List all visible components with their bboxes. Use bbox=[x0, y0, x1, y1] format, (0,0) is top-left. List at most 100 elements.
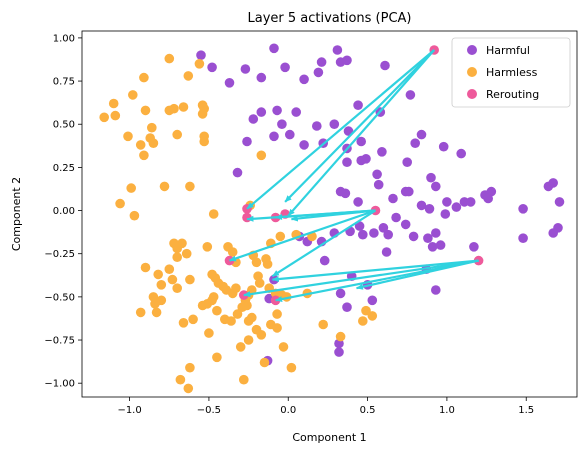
harmful-point-82 bbox=[427, 242, 438, 252]
harmless-point-98 bbox=[361, 305, 371, 316]
harmful-point-64 bbox=[548, 178, 558, 188]
harmless-point-27 bbox=[129, 210, 140, 221]
x-axis-label: Component 1 bbox=[292, 431, 366, 444]
harmful-point-91 bbox=[381, 247, 392, 257]
harmful-point-15 bbox=[248, 114, 259, 124]
harmless-point-96 bbox=[335, 331, 346, 342]
harmless-point-16 bbox=[123, 131, 133, 142]
harmful-point-33 bbox=[377, 147, 387, 157]
harmless-point-20 bbox=[197, 109, 208, 119]
harmful-point-96 bbox=[319, 255, 330, 266]
harmless-point-15 bbox=[139, 150, 149, 161]
harmful-point-3 bbox=[240, 64, 251, 74]
harmful-point-53 bbox=[404, 186, 414, 197]
harmless-point-23 bbox=[199, 136, 209, 147]
harmless-point-112 bbox=[278, 342, 289, 352]
x-tick-label-0: −1.0 bbox=[117, 405, 141, 416]
harmful-point-84 bbox=[435, 240, 446, 250]
harmful-point-0 bbox=[196, 50, 206, 60]
harmless-point-107 bbox=[185, 362, 195, 373]
harmless-point-5 bbox=[183, 71, 194, 81]
harmful-point-75 bbox=[369, 228, 379, 238]
harmless-point-2 bbox=[194, 59, 205, 69]
harmless-point-99 bbox=[367, 311, 378, 321]
harmful-point-26 bbox=[269, 131, 279, 142]
harmless-point-93 bbox=[272, 309, 282, 319]
harmless-point-50 bbox=[153, 269, 163, 280]
harmful-point-27 bbox=[285, 129, 295, 140]
legend-label-harmless: Harmless bbox=[486, 66, 538, 79]
rerouting-arrow-5 bbox=[246, 209, 376, 222]
legend-marker-harmless bbox=[467, 67, 477, 77]
harmful-point-8 bbox=[313, 67, 324, 78]
harmful-point-37 bbox=[456, 148, 467, 159]
harmless-point-19 bbox=[178, 102, 189, 112]
harmful-point-40 bbox=[356, 155, 367, 166]
harmful-point-39 bbox=[342, 157, 352, 167]
y-tick-label-7: 0.75 bbox=[53, 77, 75, 88]
y-tick-label-2: −0.50 bbox=[44, 292, 75, 303]
rerouting-arrow-7 bbox=[271, 209, 377, 278]
harmful-point-93 bbox=[431, 285, 441, 295]
y-tick-label-1: −0.75 bbox=[44, 336, 75, 347]
harmful-point-12 bbox=[342, 55, 352, 66]
legend-marker-harmful bbox=[467, 45, 477, 55]
harmless-point-26 bbox=[126, 183, 136, 193]
harmless-point-110 bbox=[175, 374, 186, 385]
x-axis-ticks: −1.0 −0.5 0.0 0.5 1.0 1.5 bbox=[117, 397, 534, 416]
harmless-point-11 bbox=[147, 122, 157, 133]
harmless-point-13 bbox=[135, 140, 146, 150]
harmless-point-10 bbox=[140, 105, 151, 116]
harmful-point-73 bbox=[354, 221, 365, 231]
harmless-point-82 bbox=[212, 305, 222, 316]
harmful-point-49 bbox=[353, 197, 363, 207]
harmful-point-5 bbox=[269, 43, 279, 54]
harmless-point-37 bbox=[202, 242, 213, 252]
harmless-point-94 bbox=[272, 323, 282, 333]
harmful-point-19 bbox=[291, 107, 302, 117]
y-axis-ticks: −1.00 −0.75 −0.50 −0.25 0.00 0.25 0.50 0.75 1.00 bbox=[44, 33, 82, 390]
harmful-point-34 bbox=[410, 138, 421, 148]
harmful-point-23 bbox=[353, 100, 363, 110]
harmless-point-7 bbox=[108, 98, 119, 109]
harmless-point-28 bbox=[159, 181, 170, 192]
harmless-point-108 bbox=[239, 374, 249, 385]
y-tick-label-6: 0.50 bbox=[53, 120, 75, 131]
x-tick-label-3: 0.5 bbox=[360, 405, 376, 416]
harmless-point-42 bbox=[251, 257, 262, 268]
harmless-point-66 bbox=[254, 278, 265, 288]
harmful-point-44 bbox=[431, 181, 441, 192]
harmful-point-78 bbox=[391, 212, 401, 223]
harmful-point-1 bbox=[207, 62, 217, 73]
harmful-point-6 bbox=[280, 62, 290, 73]
rerouting-point-4 bbox=[242, 212, 252, 223]
harmless-point-97 bbox=[358, 316, 368, 326]
harmful-point-21 bbox=[329, 119, 340, 129]
harmless-point-29 bbox=[185, 181, 195, 192]
harmful-point-48 bbox=[340, 188, 351, 199]
harmful-point-86 bbox=[518, 233, 528, 243]
harmful-point-4 bbox=[256, 72, 267, 83]
rerouting-arrow-11 bbox=[271, 259, 479, 282]
harmless-point-46 bbox=[275, 231, 286, 242]
harmless-point-85 bbox=[232, 309, 243, 319]
harmful-point-17 bbox=[272, 105, 282, 116]
rerouting-arrow-2 bbox=[287, 49, 436, 217]
harmless-point-75 bbox=[172, 283, 182, 294]
harmless-point-91 bbox=[256, 330, 267, 340]
rerouting-arrow-1 bbox=[284, 49, 435, 203]
harmful-point-88 bbox=[342, 302, 352, 313]
harmful-point-25 bbox=[242, 136, 252, 147]
harmless-point-77 bbox=[188, 314, 198, 325]
harmful-point-28 bbox=[299, 140, 309, 150]
y-tick-label-8: 1.00 bbox=[53, 33, 75, 44]
harmless-point-109 bbox=[183, 383, 194, 394]
harmless-point-14 bbox=[148, 138, 159, 148]
harmful-point-57 bbox=[451, 202, 462, 212]
harmful-point-35 bbox=[416, 129, 427, 140]
harmful-point-77 bbox=[383, 229, 394, 240]
harmless-point-25 bbox=[115, 198, 125, 209]
harmful-point-54 bbox=[416, 200, 427, 211]
harmless-point-49 bbox=[140, 262, 151, 273]
